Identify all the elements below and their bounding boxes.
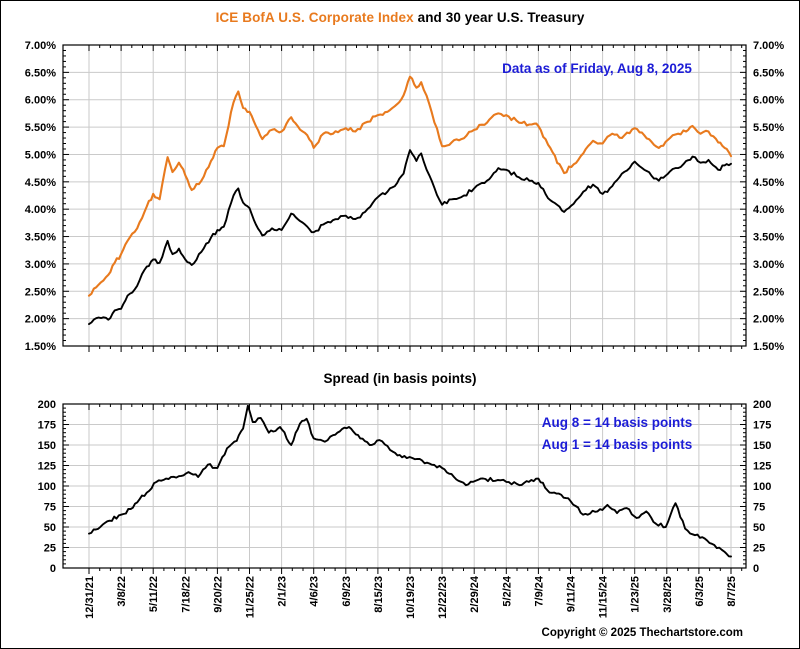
svg-text:75: 75: [753, 502, 765, 514]
svg-text:9/11/24: 9/11/24: [566, 575, 578, 612]
svg-text:150: 150: [38, 440, 56, 452]
svg-text:175: 175: [38, 420, 56, 432]
svg-text:4.00%: 4.00%: [25, 204, 56, 216]
svg-text:5.00%: 5.00%: [753, 149, 784, 161]
svg-text:100: 100: [753, 481, 771, 493]
svg-text:2.50%: 2.50%: [753, 286, 784, 298]
svg-text:0: 0: [50, 563, 56, 575]
svg-text:10/19/23: 10/19/23: [405, 576, 417, 619]
svg-text:200: 200: [753, 399, 771, 411]
title-treasury: and 30 year U.S. Treasury: [413, 10, 585, 25]
svg-text:2/29/24: 2/29/24: [469, 575, 481, 613]
y-axis-labels: 7.00% 7.00% 6.50% 6.50% 6.00% 6.00% 5.50% 5.50%…: [25, 40, 785, 353]
svg-text:6/3/25: 6/3/25: [694, 576, 706, 607]
svg-text:7.00%: 7.00%: [753, 40, 784, 52]
svg-text:5.00%: 5.00%: [25, 149, 56, 161]
svg-text:3.50%: 3.50%: [25, 232, 56, 244]
svg-text:50: 50: [44, 522, 56, 534]
svg-text:150: 150: [753, 440, 771, 452]
svg-text:8/15/23: 8/15/23: [373, 576, 385, 613]
svg-text:75: 75: [44, 502, 56, 514]
svg-text:9/20/22: 9/20/22: [212, 576, 224, 613]
axis-ticks: [63, 403, 746, 574]
svg-text:50: 50: [753, 522, 765, 534]
gridlines: [63, 404, 746, 568]
svg-text:12/22/23: 12/22/23: [437, 576, 449, 619]
axis-ticks: [63, 44, 746, 352]
corporate-index-line: [87, 75, 733, 297]
svg-text:2.00%: 2.00%: [25, 314, 56, 326]
svg-text:6.00%: 6.00%: [25, 95, 56, 107]
spread-line: [88, 405, 732, 558]
svg-text:125: 125: [38, 461, 56, 473]
svg-text:4/6/23: 4/6/23: [309, 576, 321, 607]
svg-text:8/7/25: 8/7/25: [726, 576, 738, 607]
gridlines: [63, 45, 746, 346]
svg-text:2/1/23: 2/1/23: [277, 576, 289, 607]
svg-text:11/15/24: 11/15/24: [598, 575, 610, 618]
svg-text:125: 125: [753, 461, 771, 473]
svg-text:4.50%: 4.50%: [25, 177, 56, 189]
y-axis-labels: 200 200 175 175 150 150 125 125 100 100 75 75 50 50 25…: [38, 399, 772, 575]
svg-text:7.00%: 7.00%: [25, 40, 56, 52]
spread-annotation-aug8: Aug 8 = 14 basis points: [541, 415, 693, 430]
yield-chart: 7.00% 7.00% 6.50% 6.50% 6.00% 6.00% 5.50% 5.50%…: [25, 40, 785, 353]
svg-text:4.00%: 4.00%: [753, 204, 784, 216]
svg-text:25: 25: [753, 543, 765, 555]
svg-text:6/9/23: 6/9/23: [341, 576, 353, 607]
svg-text:175: 175: [753, 420, 771, 432]
svg-text:5.50%: 5.50%: [25, 122, 56, 134]
svg-text:2.50%: 2.50%: [25, 286, 56, 298]
plot-frame: [62, 44, 747, 347]
svg-text:7/9/24: 7/9/24: [533, 575, 545, 606]
svg-text:3/8/22: 3/8/22: [116, 576, 128, 607]
svg-text:6.00%: 6.00%: [753, 95, 784, 107]
svg-text:7/18/22: 7/18/22: [180, 576, 192, 613]
title-corporate-index: ICE BofA U.S. Corporate Index: [215, 10, 414, 25]
svg-text:25: 25: [44, 543, 56, 555]
svg-text:5/11/22: 5/11/22: [148, 576, 160, 612]
svg-text:1/23/25: 1/23/25: [630, 576, 642, 613]
svg-text:6.50%: 6.50%: [753, 67, 784, 79]
svg-text:0: 0: [753, 563, 759, 575]
svg-text:1.50%: 1.50%: [25, 341, 56, 353]
svg-text:6.50%: 6.50%: [25, 67, 56, 79]
data-as-of-annotation: Data as of Friday, Aug 8, 2025: [502, 61, 692, 76]
spread-chart: 200 200 175 175 150 150 125 125 100 100 75 75 50 50 25…: [38, 399, 772, 619]
svg-text:11/25/22: 11/25/22: [245, 576, 257, 618]
page-title: ICE BofA U.S. Corporate Index and 30 yea…: [1, 10, 799, 25]
svg-text:2.00%: 2.00%: [753, 314, 784, 326]
svg-text:5.50%: 5.50%: [753, 122, 784, 134]
x-axis-labels: 12/31/21 3/8/22 5/11/22 7/18/22 9/20/22 11/25…: [84, 575, 738, 619]
spread-annotation: Aug 8 = 14 basis points Aug 1 = 14 basis…: [487, 412, 747, 456]
spread-annotation-aug1: Aug 1 = 14 basis points: [541, 437, 693, 452]
spread-chart-title: Spread (in basis points): [323, 371, 477, 386]
svg-text:100: 100: [38, 481, 56, 493]
treasury-line: [88, 149, 732, 326]
svg-text:3.00%: 3.00%: [25, 259, 56, 271]
svg-text:5/2/24: 5/2/24: [501, 575, 513, 606]
svg-text:4.50%: 4.50%: [753, 177, 784, 189]
svg-text:3/28/25: 3/28/25: [662, 576, 674, 613]
copyright-text: Copyright © 2025 Thechartstore.com: [541, 627, 743, 639]
svg-text:1.50%: 1.50%: [753, 341, 784, 353]
svg-text:3.50%: 3.50%: [753, 232, 784, 244]
svg-text:3.00%: 3.00%: [753, 259, 784, 271]
svg-text:200: 200: [38, 399, 56, 411]
svg-text:12/31/21: 12/31/21: [84, 576, 96, 619]
